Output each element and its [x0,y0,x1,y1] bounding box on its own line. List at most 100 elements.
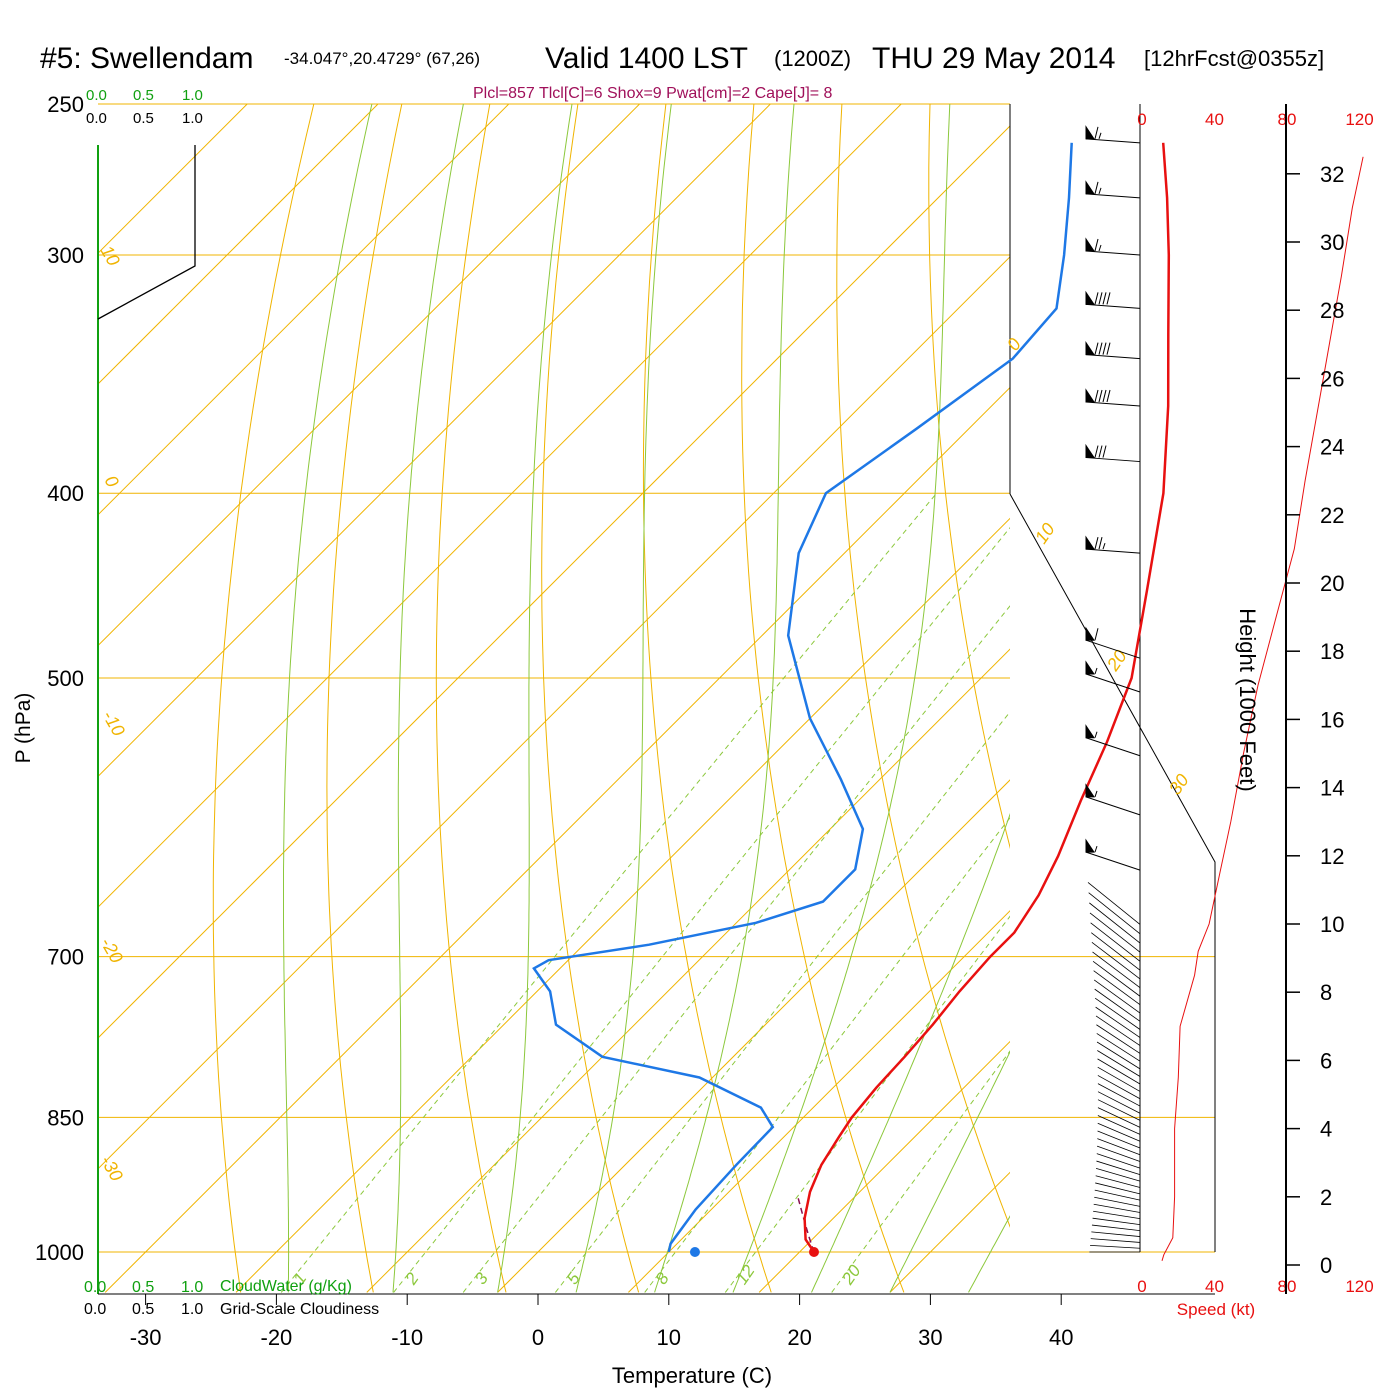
pressure-label: 500 [47,666,84,691]
isotherm [1152,70,1400,1292]
dry-adiabat [1366,70,1400,1292]
cloudiness-profile [97,145,196,320]
low-wind-barb [1091,1231,1141,1237]
moist-adiabat [392,104,464,1293]
wind-barb [1085,180,1141,199]
scale-label: 1.0 [182,110,203,127]
low-wind-barb [1095,1168,1141,1182]
low-wind-barb [1096,1024,1141,1054]
height-tick-label: 12 [1320,844,1344,869]
isotherm [98,256,1010,1170]
mixing-ratio-label: 8 [652,1269,673,1288]
low-wind-barb [1091,941,1141,980]
isotherm [497,779,1010,1293]
height-tick-label: 18 [1320,639,1344,664]
isotherm [98,104,641,647]
wind-barb [1085,838,1141,871]
isotherm [98,104,772,778]
low-wind-barb [1095,1015,1141,1046]
low-wind-barb [1088,892,1141,935]
mixing-ratio-line [280,492,937,1293]
height-tick-label: 14 [1320,776,1344,801]
wind-barb [1085,340,1141,360]
cloudwater-label: CloudWater (g/Kg) [220,1278,352,1295]
top-cloudwater-scale: 0.0 0.5 1.0 [86,87,203,104]
moist-adiabat [811,813,1010,1293]
low-wind-barb [1093,979,1141,1014]
low-wind-barb [1091,932,1141,971]
height-tick-label: 26 [1320,366,1344,391]
low-wind-barb [1094,1196,1141,1207]
stability-indices: Plcl=857 Tlcl[C]=6 Shox=9 Pwat[cm]=2 Cap… [473,85,833,102]
wind-barb [1085,724,1141,757]
dry-adiabat-lines [212,70,1400,1293]
isotherm [98,104,379,385]
wind-barbs [1085,125,1141,871]
wind-barb [1085,388,1141,407]
isotherm [758,1040,1010,1293]
height-tick-label: 22 [1320,503,1344,528]
dry-adiabat [836,104,1010,1228]
wind-barb [1085,125,1141,144]
dry-adiabat [326,104,403,1293]
mixing-ratio-labels: 1 2 3 5 8 12 20 [290,1261,865,1289]
height-tick-label: 32 [1320,162,1344,187]
low-wind-barb [1094,997,1141,1030]
height-tick-label: 16 [1320,707,1344,732]
wind-barb [1085,626,1141,659]
mixing-ratio-label: 2 [401,1269,423,1289]
dry-adiabat [1192,70,1400,1292]
scale-label: 0.0 [86,87,107,104]
dry-adiabat [541,104,640,1293]
low-wind-barb [1097,1122,1141,1142]
height-tick-label: 8 [1320,980,1332,1005]
pressure-label: 300 [47,243,84,268]
pressure-label: 250 [47,92,84,117]
low-wind-barb [1097,1138,1141,1156]
low-wind-barb [1096,1145,1141,1162]
x-tick-label: 0 [532,1325,544,1350]
low-wind-barb [1097,1130,1141,1149]
height-tick-label: 4 [1320,1117,1332,1142]
dry-adiabat [435,104,507,1293]
x-axis-label: Temperature (C) [612,1363,772,1388]
dry-adiabat [928,104,1010,850]
mixing-ratio-line [644,816,1010,1293]
x-tick-label: -10 [391,1325,423,1350]
dewpoint-line [532,142,1073,1253]
low-wind-barb [1092,961,1141,997]
isotherm [98,104,510,516]
height-tick-label: 28 [1320,298,1344,323]
low-wind-barb [1091,1224,1141,1232]
isotherm-label: 0 [101,472,123,491]
low-wind-barb [1097,1058,1141,1085]
forecast-info: [12hrFcst@0355z] [1144,46,1324,71]
surface-dewpoint-marker [689,1247,700,1257]
pressure-labels: 250 300 400 500 700 850 1000 [35,92,84,1265]
low-wind-barb [1092,951,1141,988]
wind-speed-line [1161,156,1364,1261]
isotherm-label: 30 [1165,770,1193,798]
isotherm [628,910,1010,1293]
mixing-ratio-label: 20 [838,1261,865,1289]
mixing-ratio-label: 3 [471,1269,492,1288]
top-cloudiness-scale: 0.0 0.5 1.0 [86,110,203,127]
low-level-wind-barbs [1087,882,1141,1253]
moist-adiabat [497,104,573,1293]
low-wind-barb [1096,1041,1141,1070]
pressure-label: 1000 [35,1240,84,1265]
scale-label: 1.0 [182,87,203,104]
low-wind-barb [1097,1050,1141,1077]
scale-label: 0.0 [84,1301,106,1318]
low-wind-barb [1095,1175,1141,1188]
speed-axis-label: Speed (kt) [1177,1300,1255,1319]
isotherm [98,104,248,254]
scale-label: 0.5 [132,1301,154,1318]
height-tick-label: 30 [1320,230,1344,255]
low-wind-barb [1095,1006,1141,1038]
wind-panel-boundary [1009,493,1216,1252]
isotherm-label: 10 [97,242,124,269]
low-wind-barb [1097,1075,1141,1100]
low-wind-barb [1097,1091,1141,1114]
